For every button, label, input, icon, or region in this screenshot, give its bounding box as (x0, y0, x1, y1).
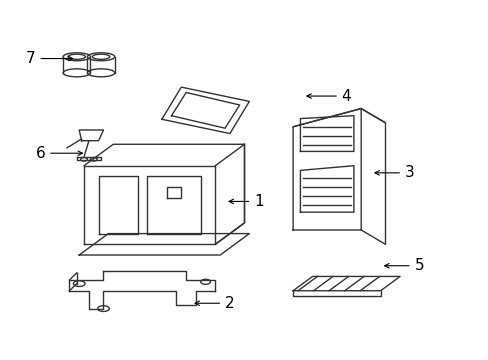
Text: 2: 2 (195, 296, 234, 311)
Text: 7: 7 (26, 51, 73, 66)
Text: 6: 6 (35, 146, 82, 161)
Text: 3: 3 (374, 165, 414, 180)
Text: 5: 5 (384, 258, 424, 273)
Text: 1: 1 (228, 194, 264, 209)
Text: 4: 4 (306, 89, 351, 104)
